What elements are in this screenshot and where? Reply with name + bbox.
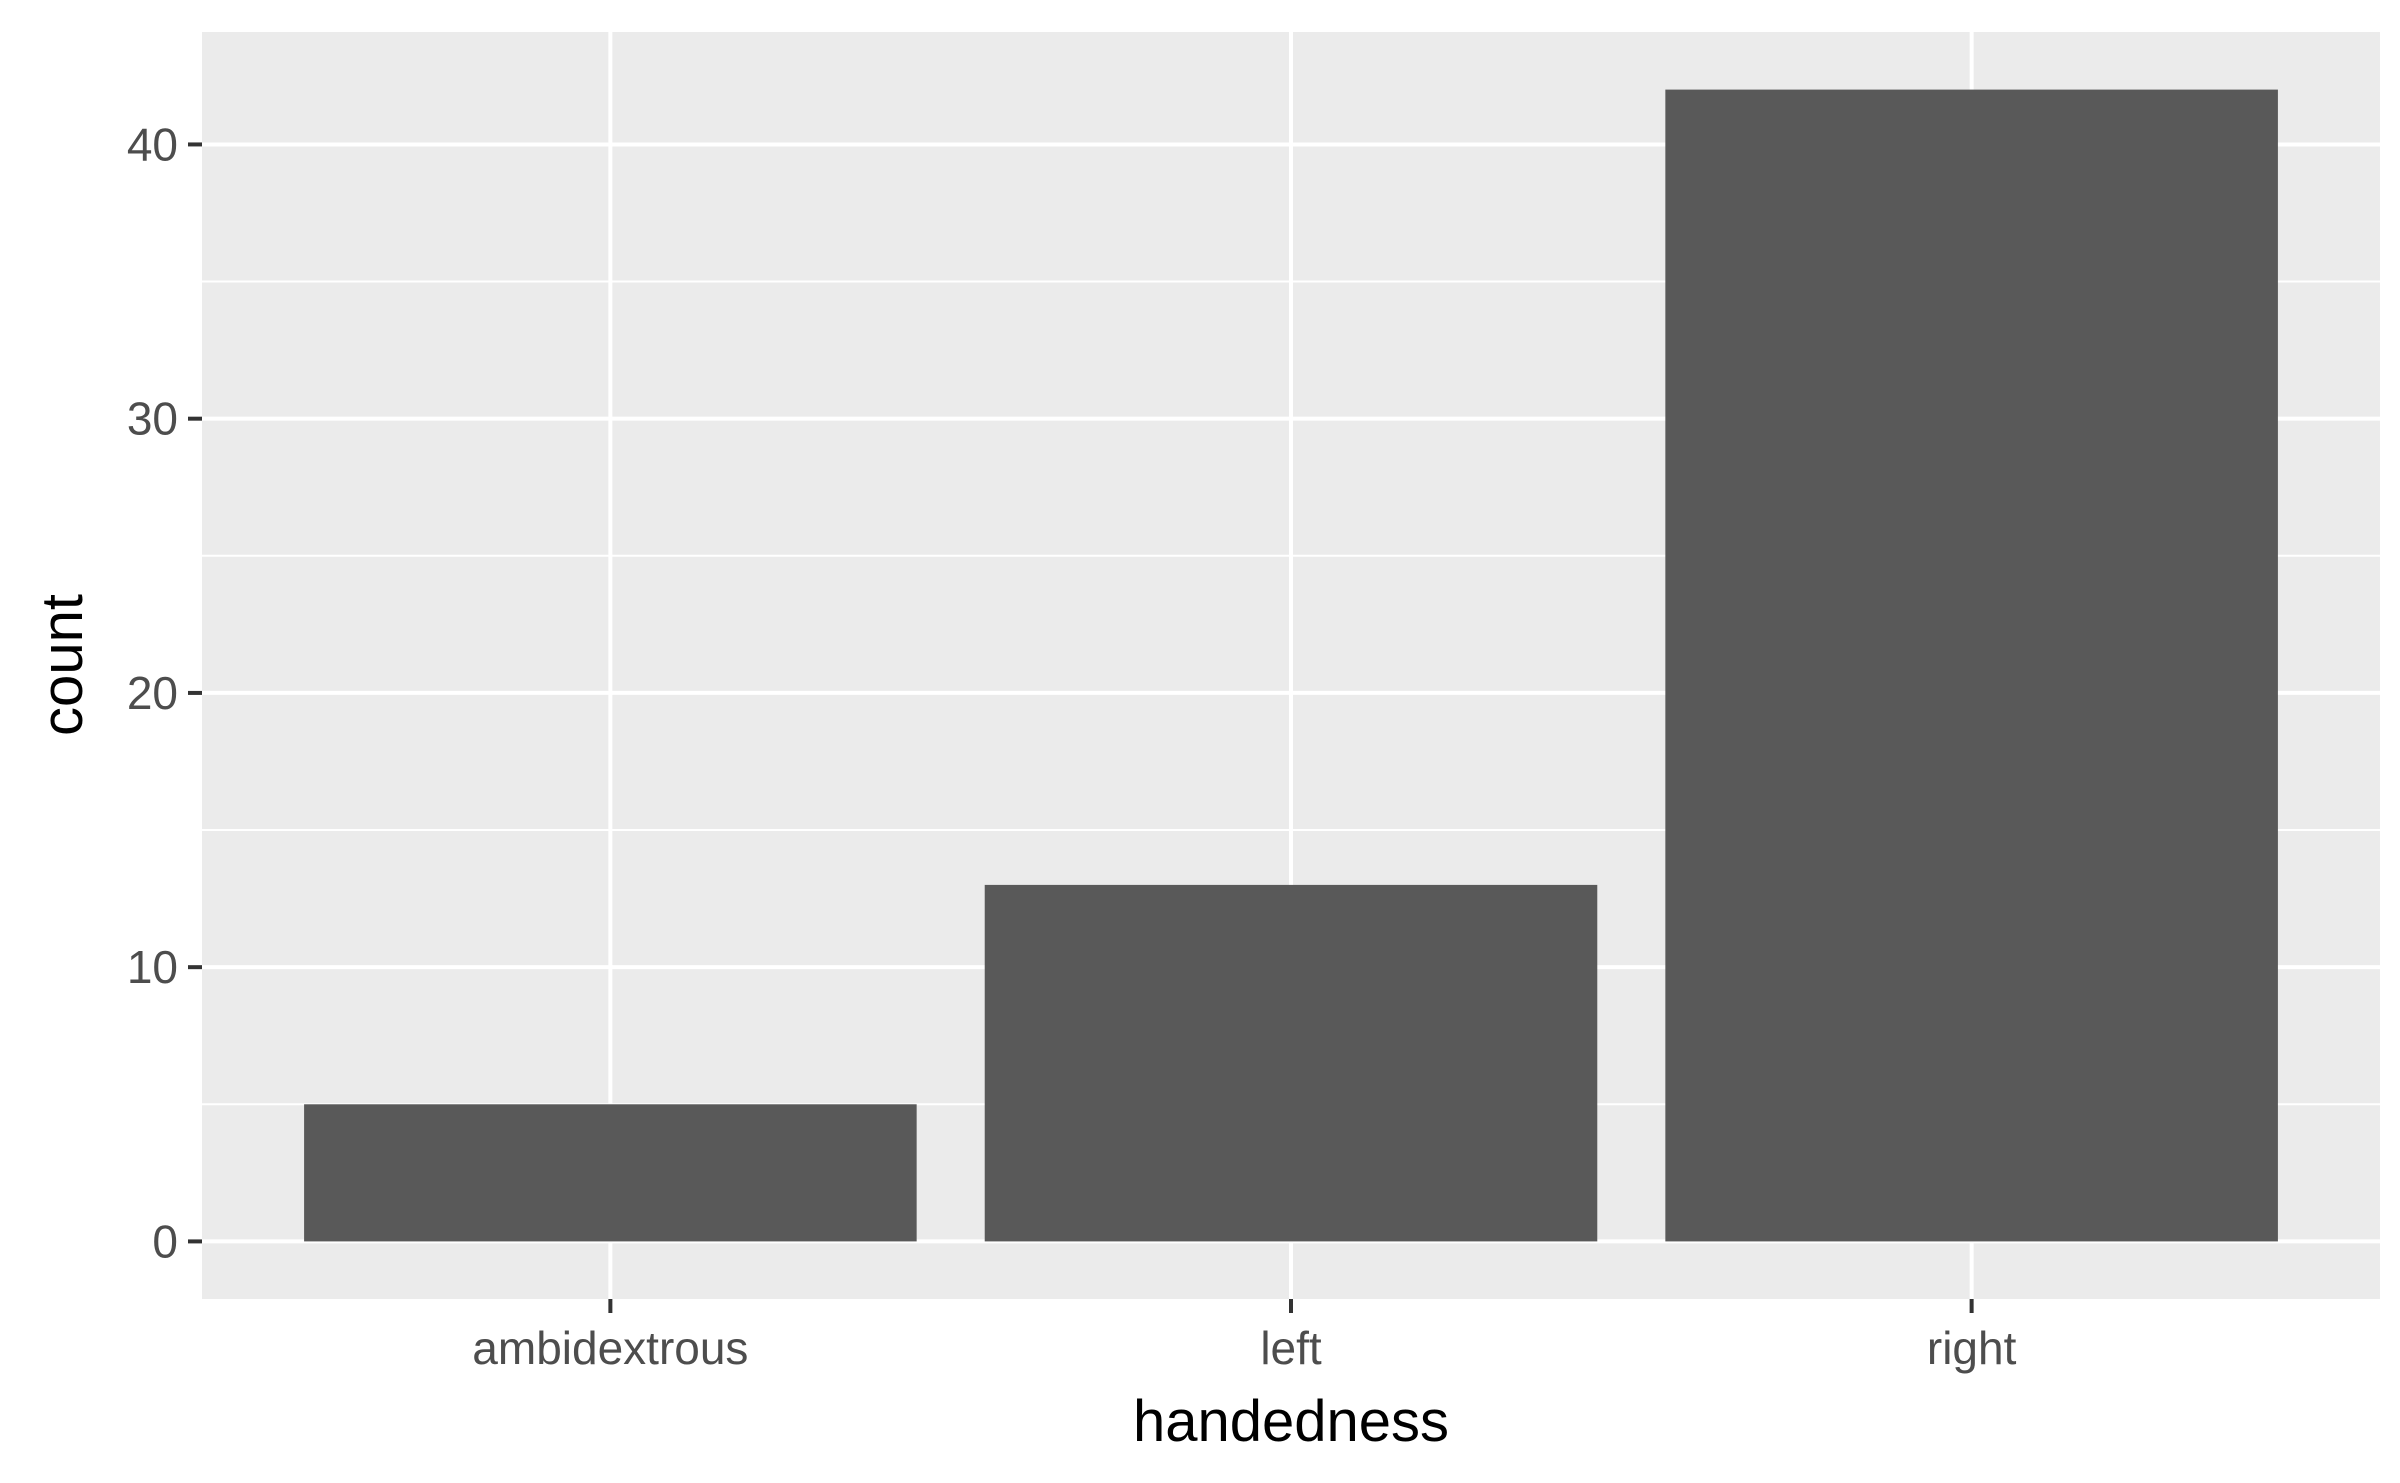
x-tick-label: right	[1927, 1322, 2017, 1374]
y-tick-label: 0	[152, 1215, 178, 1267]
bars	[304, 89, 2278, 1242]
y-axis-title: count	[30, 594, 95, 736]
bar-right	[1665, 89, 2278, 1242]
x-axis: ambidextrous left right	[472, 1299, 2017, 1374]
y-tick-label: 20	[127, 667, 178, 719]
x-axis-title: handedness	[1133, 1389, 1449, 1454]
y-tick-label: 40	[127, 118, 178, 170]
x-tick-label: left	[1260, 1322, 1322, 1374]
y-axis: 0 10 20 30 40	[127, 118, 202, 1267]
bar-left	[984, 884, 1598, 1242]
x-tick-label: ambidextrous	[472, 1322, 748, 1374]
y-tick-label: 10	[127, 941, 178, 993]
y-tick-label: 30	[127, 393, 178, 445]
bar-ambidextrous	[304, 1104, 917, 1242]
